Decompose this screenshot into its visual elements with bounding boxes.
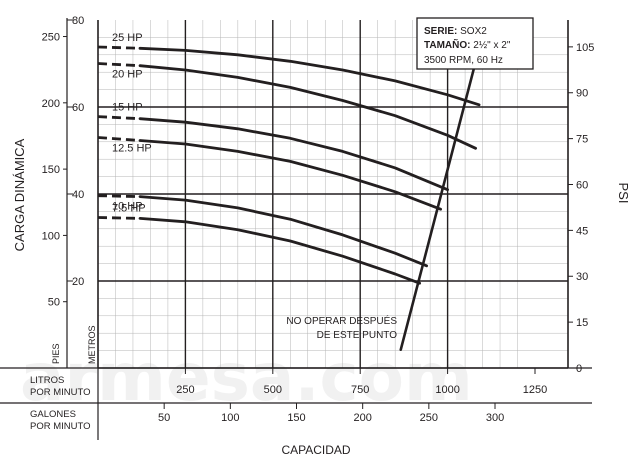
- title-box: SERIE: SOX2 TAMAÑO: 2½" x 2" 3500 RPM, 6…: [416, 17, 534, 70]
- litros-tick-label: 1000: [435, 384, 459, 396]
- metros-tick-label: 60: [72, 102, 84, 114]
- curve-20-hp: [138, 64, 478, 150]
- curve-7-5-hp: [138, 216, 422, 285]
- axes: 2502001501005080604020105907560453015025…: [0, 15, 594, 440]
- curve-12-5-hp: [138, 139, 443, 211]
- curve-dashed-segment: [97, 62, 141, 68]
- curve-dashed-segment: [97, 136, 141, 142]
- serie-value: SOX2: [460, 26, 487, 37]
- curve-label: 7.5 HP: [112, 202, 146, 214]
- serie-label: SERIE:: [424, 26, 457, 37]
- limit-note-line2: DE ESTE PUNTO: [317, 330, 398, 341]
- speed-label: 3500 RPM, 60 Hz: [424, 55, 503, 66]
- litros-tick-label: 250: [176, 384, 194, 396]
- y-axis-label: CARGA DINÁMICA: [12, 138, 27, 251]
- psi-tick-label: 45: [576, 225, 588, 237]
- y-axis-label-right: PSI: [616, 183, 628, 204]
- galones-label-line2: POR MINUTO: [30, 421, 91, 432]
- svg-text:TAMAÑO: 2½" x 2": TAMAÑO: 2½" x 2": [424, 38, 511, 51]
- curve-label: 25 HP: [112, 32, 143, 44]
- psi-tick-label: 0: [576, 363, 582, 375]
- galones-tick-label: 200: [353, 412, 371, 424]
- x-axis-label: CAPACIDAD: [281, 443, 350, 457]
- psi-tick-label: 105: [576, 42, 594, 54]
- pies-tick-label: 100: [42, 230, 60, 242]
- metros-tick-label: 80: [72, 15, 84, 27]
- galones-tick-label: 250: [420, 412, 438, 424]
- tamano-label: TAMAÑO:: [424, 38, 470, 51]
- limit-note: NO OPERAR DESPUÉS DE ESTE PUNTO: [286, 314, 397, 341]
- grid: [98, 20, 568, 368]
- curve-label: 10 HP: [112, 201, 143, 213]
- pies-label: PIES: [51, 343, 61, 364]
- galones-label-line1: GALONES: [30, 409, 76, 420]
- limit-line: [399, 33, 484, 352]
- metros-tick-label: 20: [72, 276, 84, 288]
- litros-label-line2: POR MINUTO: [30, 387, 91, 398]
- psi-tick-label: 15: [576, 317, 588, 329]
- pies-tick-label: 150: [42, 164, 60, 176]
- litros-tick-label: 750: [351, 384, 369, 396]
- curves: 25 HP 20 HP 15 HP 12.5 HP 10 HP7.5 HP: [97, 32, 484, 352]
- curve-25-hp: [138, 46, 481, 107]
- curve-dashed-segment: [97, 115, 141, 121]
- pies-tick-label: 50: [48, 297, 60, 309]
- litros-tick-label: 1250: [523, 384, 547, 396]
- tamano-value: 2½" x 2": [473, 40, 511, 51]
- pies-tick-label: 250: [42, 32, 60, 44]
- psi-tick-label: 30: [576, 271, 588, 283]
- metros-tick-label: 40: [72, 189, 84, 201]
- galones-tick-label: 50: [158, 412, 170, 424]
- psi-tick-label: 75: [576, 134, 588, 146]
- psi-tick-label: 60: [576, 179, 588, 191]
- galones-tick-label: 100: [221, 412, 239, 424]
- litros-tick-label: 500: [264, 384, 282, 396]
- metros-label: METROS: [87, 325, 97, 364]
- galones-tick-label: 300: [486, 412, 504, 424]
- pies-tick-label: 200: [42, 98, 60, 110]
- litros-label-line1: LITROS: [30, 375, 64, 386]
- curve-dashed-segment: [97, 45, 141, 50]
- curve-dashed-segment: [97, 216, 141, 220]
- psi-tick-label: 90: [576, 88, 588, 100]
- svg-text:SERIE: SOX2: SERIE: SOX2: [424, 26, 487, 37]
- galones-tick-label: 150: [287, 412, 305, 424]
- limit-note-line1: NO OPERAR DESPUÉS: [286, 314, 397, 327]
- curve-dashed-segment: [97, 194, 141, 198]
- curve-label: 15 HP: [112, 102, 143, 114]
- curve-label: 20 HP: [112, 69, 143, 81]
- curve-10-hp: [138, 195, 429, 268]
- curve-label: 12.5 HP: [112, 142, 152, 154]
- curve-15-hp: [138, 117, 450, 192]
